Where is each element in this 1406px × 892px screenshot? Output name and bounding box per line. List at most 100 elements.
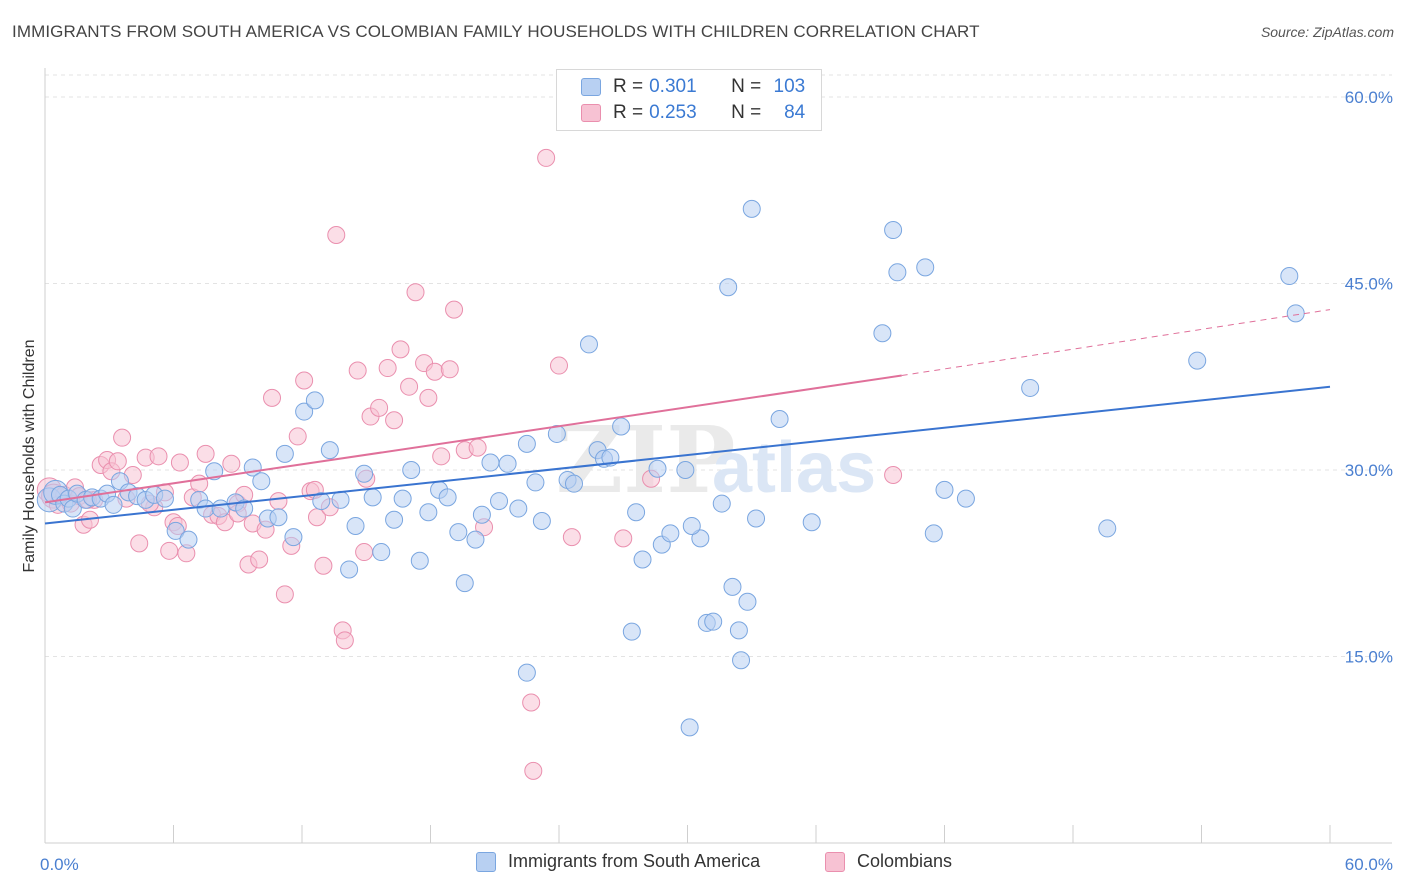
immigrants-point xyxy=(517,434,536,453)
immigrants-point xyxy=(340,560,359,579)
immigrants-point xyxy=(747,509,766,528)
immigrants-point xyxy=(723,577,742,596)
colombians-point xyxy=(222,454,241,473)
y-tick-label: 15.0% xyxy=(1345,648,1393,667)
immigrants-point xyxy=(385,510,404,529)
colombians-point xyxy=(314,556,333,575)
chart-title: IMMIGRANTS FROM SOUTH AMERICA VS COLOMBI… xyxy=(12,22,980,41)
legend-n-value: 103 xyxy=(773,76,806,97)
immigrants-point xyxy=(719,278,738,297)
legend-n-label: N = xyxy=(731,76,762,97)
colombians-point xyxy=(263,388,282,407)
immigrants-point xyxy=(526,473,545,492)
colombians-point xyxy=(550,356,568,375)
colombians-point xyxy=(419,388,438,407)
legend-r-label: R = xyxy=(613,102,644,123)
colombians-point xyxy=(524,761,543,780)
colombians-trend-extension xyxy=(901,309,1331,377)
legend-row-immigrants: R = 0.301 N = 103 xyxy=(581,75,805,99)
chart-source: Source: ZipAtlas.com xyxy=(1260,24,1394,40)
immigrants-point xyxy=(729,621,748,640)
colombians-point xyxy=(170,453,189,472)
immigrants-point xyxy=(320,441,339,460)
colombians-point xyxy=(288,427,307,446)
correlation-legend: R = 0.301 N = 103 R = 0.253 N = 84 xyxy=(556,69,822,131)
colombians-point xyxy=(537,148,556,167)
colombians-point xyxy=(269,492,288,511)
colombians-point xyxy=(149,447,168,466)
immigrants-point xyxy=(211,499,230,518)
legend-item-immigrants[interactable]: Immigrants from South America xyxy=(476,851,760,872)
immigrants-point xyxy=(1021,378,1040,397)
immigrants-point xyxy=(579,335,598,354)
immigrants-point xyxy=(704,612,723,631)
colombians-point xyxy=(884,465,903,484)
legend-swatch-blue xyxy=(581,78,601,96)
watermark-atlas: atlas xyxy=(712,428,876,508)
colombians-point xyxy=(275,585,294,604)
immigrants-point xyxy=(466,530,485,549)
immigrants-point xyxy=(873,324,892,343)
immigrants-point xyxy=(490,492,509,511)
immigrants-point xyxy=(1286,304,1305,323)
colombians-point xyxy=(468,438,487,457)
immigrants-point xyxy=(372,543,391,562)
colombians-point xyxy=(327,226,346,245)
colombians-point xyxy=(295,371,314,390)
immigrants-point xyxy=(1280,267,1299,286)
legend-label-immigrants: Immigrants from South America xyxy=(508,851,761,871)
colombians-point xyxy=(445,300,464,319)
immigrants-point xyxy=(691,529,710,548)
colombians-point xyxy=(348,361,367,380)
immigrants-point xyxy=(346,516,365,535)
immigrants-point xyxy=(305,391,324,410)
immigrants-point xyxy=(547,424,566,443)
immigrants-point xyxy=(481,453,500,472)
immigrants-point xyxy=(532,511,551,530)
immigrants-point xyxy=(284,528,303,547)
axes xyxy=(44,68,1392,844)
immigrants-point xyxy=(622,622,641,641)
colombians-point xyxy=(425,362,444,381)
colombians-point xyxy=(378,359,397,378)
immigrants-point xyxy=(682,516,701,535)
legend-r-label: R = xyxy=(613,76,644,97)
immigrants-point xyxy=(166,521,185,540)
immigrants-point xyxy=(633,550,652,569)
immigrants-point xyxy=(155,489,174,508)
immigrants-point xyxy=(916,258,935,277)
series-legend: Immigrants from South America Colombians xyxy=(0,851,1406,877)
immigrants-point xyxy=(472,505,491,524)
y-tick-label: 60.0% xyxy=(1345,88,1393,107)
colombians-point xyxy=(130,534,149,553)
immigrants-point xyxy=(363,488,382,507)
immigrants-point xyxy=(712,494,731,513)
immigrants-point xyxy=(517,663,536,682)
colombians-point xyxy=(335,631,354,650)
y-axis-label: Family Households with Children xyxy=(21,340,38,573)
immigrants-point xyxy=(956,489,975,508)
colombians-point xyxy=(522,693,541,712)
x-tick-label: 60.0% xyxy=(1345,855,1393,874)
immigrants-point xyxy=(179,530,198,549)
immigrants-point xyxy=(509,499,528,518)
colombians-trend-line xyxy=(44,374,902,504)
immigrants-point xyxy=(888,263,907,282)
legend-swatch-pink xyxy=(581,104,601,122)
colombians-point xyxy=(385,411,404,430)
immigrants-point xyxy=(455,574,474,593)
legend-label-colombians: Colombians xyxy=(857,851,953,871)
immigrants-point xyxy=(884,221,903,240)
legend-item-colombians[interactable]: Colombians xyxy=(825,851,952,872)
legend-n-value: 84 xyxy=(784,102,806,123)
colombians-point xyxy=(355,543,374,562)
immigrants-point xyxy=(419,503,438,522)
legend-r-value: 0.301 xyxy=(649,76,697,97)
colombians-point xyxy=(391,340,410,359)
immigrants-point xyxy=(235,499,254,518)
immigrants-point xyxy=(269,508,288,527)
trend-lines xyxy=(44,309,1331,525)
immigrants-point xyxy=(924,524,943,543)
immigrants-point xyxy=(802,513,821,532)
